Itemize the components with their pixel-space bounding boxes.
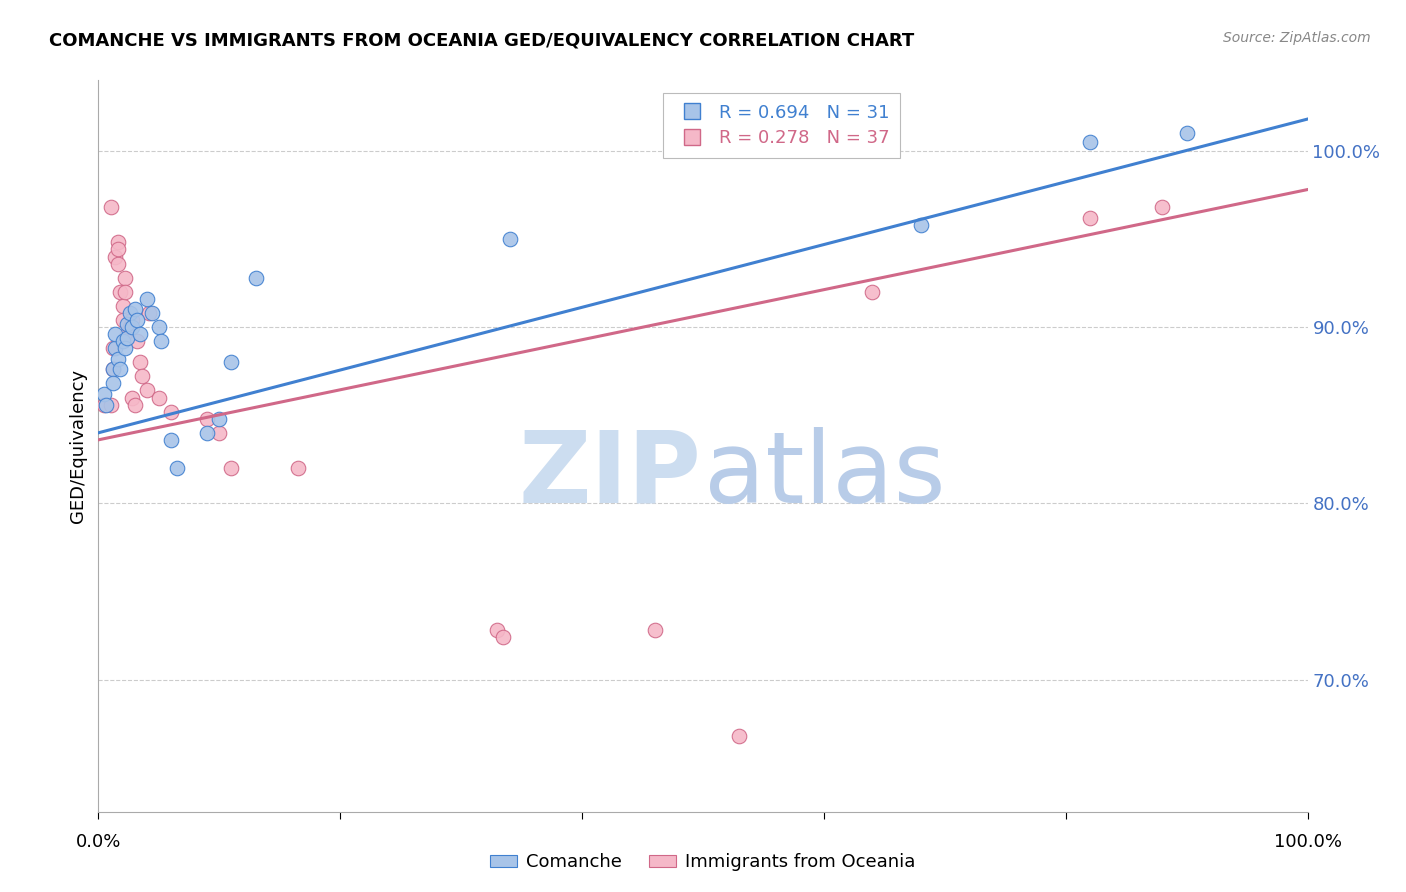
- Point: [100, 200, 122, 214]
- Legend: R = 0.694   N = 31, R = 0.278   N = 37: R = 0.694 N = 31, R = 0.278 N = 37: [662, 93, 900, 158]
- Point: [104, 341, 127, 355]
- Point: [195, 425, 218, 440]
- Text: 100.0%: 100.0%: [1274, 833, 1341, 851]
- Point: [498, 232, 520, 246]
- Point: [104, 327, 127, 342]
- Point: [108, 362, 131, 376]
- Point: [135, 384, 157, 398]
- Point: [107, 351, 129, 366]
- Point: [111, 299, 134, 313]
- Point: [124, 302, 146, 317]
- Point: [118, 320, 141, 334]
- Text: 0.0%: 0.0%: [76, 833, 121, 851]
- Point: [728, 729, 751, 743]
- Point: [127, 313, 149, 327]
- Point: [160, 433, 183, 447]
- Point: [910, 218, 932, 232]
- Point: [860, 285, 883, 299]
- Point: [486, 623, 509, 637]
- Point: [128, 355, 150, 369]
- Point: [1078, 135, 1101, 149]
- Point: [121, 320, 143, 334]
- Point: [208, 425, 231, 440]
- Point: [148, 391, 170, 405]
- Point: [101, 376, 124, 391]
- Point: [101, 341, 124, 355]
- Point: [127, 334, 149, 348]
- Point: [141, 306, 163, 320]
- Point: [117, 317, 139, 331]
- Point: [111, 334, 134, 348]
- Point: [644, 623, 666, 637]
- Point: [150, 334, 173, 348]
- Point: [114, 285, 136, 299]
- Point: [1152, 200, 1174, 214]
- Point: [287, 461, 309, 475]
- Point: [166, 461, 188, 475]
- Text: atlas: atlas: [704, 426, 946, 524]
- Point: [135, 292, 157, 306]
- Point: [221, 461, 243, 475]
- Point: [117, 327, 139, 342]
- Point: [131, 369, 153, 384]
- Point: [107, 256, 129, 270]
- Text: COMANCHE VS IMMIGRANTS FROM OCEANIA GED/EQUIVALENCY CORRELATION CHART: COMANCHE VS IMMIGRANTS FROM OCEANIA GED/…: [49, 31, 914, 49]
- Point: [138, 306, 160, 320]
- Point: [195, 411, 218, 425]
- Point: [117, 330, 139, 344]
- Point: [121, 313, 143, 327]
- Point: [208, 411, 231, 425]
- Point: [101, 362, 124, 376]
- Point: [94, 398, 117, 412]
- Point: [124, 398, 146, 412]
- Point: [1175, 126, 1198, 140]
- Point: [1078, 211, 1101, 225]
- Point: [118, 306, 141, 320]
- Point: [128, 327, 150, 342]
- Point: [121, 391, 143, 405]
- Point: [93, 387, 115, 401]
- Point: [108, 285, 131, 299]
- Point: [107, 243, 129, 257]
- Point: [114, 341, 136, 355]
- Point: [100, 398, 122, 412]
- Point: [93, 398, 115, 412]
- Point: [492, 630, 515, 644]
- Point: [245, 270, 267, 285]
- Point: [101, 362, 124, 376]
- Point: [114, 270, 136, 285]
- Point: [104, 250, 127, 264]
- Point: [160, 404, 183, 418]
- Point: [221, 355, 243, 369]
- Point: [148, 320, 170, 334]
- Point: [111, 313, 134, 327]
- Legend: Comanche, Immigrants from Oceania: Comanche, Immigrants from Oceania: [484, 847, 922, 879]
- Y-axis label: GED/Equivalency: GED/Equivalency: [69, 369, 87, 523]
- Point: [107, 235, 129, 250]
- Text: Source: ZipAtlas.com: Source: ZipAtlas.com: [1223, 31, 1371, 45]
- Text: ZIP: ZIP: [519, 426, 702, 524]
